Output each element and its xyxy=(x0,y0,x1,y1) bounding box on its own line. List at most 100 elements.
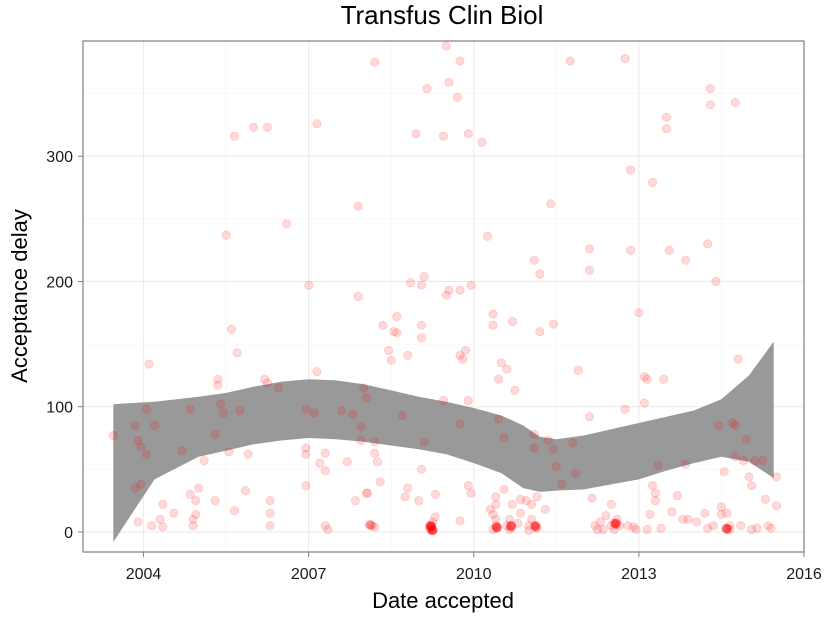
data-point xyxy=(235,405,245,416)
data-point xyxy=(259,374,270,384)
data-point xyxy=(210,495,220,506)
data-point xyxy=(425,520,435,531)
y-tick-label: 300 xyxy=(46,149,73,166)
data-point xyxy=(733,354,743,364)
data-point xyxy=(353,201,363,211)
y-tick-label: 100 xyxy=(46,400,73,417)
data-point xyxy=(628,522,639,532)
data-point xyxy=(557,479,567,489)
data-point xyxy=(727,418,738,428)
data-point xyxy=(614,521,625,531)
panel-border xyxy=(82,40,805,553)
data-point xyxy=(188,514,198,525)
data-point xyxy=(309,408,319,418)
data-point xyxy=(426,521,436,531)
x-tick-label: 2004 xyxy=(126,566,162,583)
data-point xyxy=(491,521,501,531)
data-point xyxy=(499,484,509,494)
data-point xyxy=(524,526,534,536)
data-point xyxy=(719,467,729,477)
data-point xyxy=(609,524,619,535)
data-point xyxy=(428,524,438,534)
data-point xyxy=(438,395,449,406)
data-point xyxy=(721,523,732,533)
data-point xyxy=(763,521,773,531)
data-point xyxy=(185,404,195,414)
data-point xyxy=(659,374,669,384)
y-tick-label: 0 xyxy=(64,525,73,542)
x-axis: 2004 2007 2010 2013 2016 xyxy=(126,552,822,583)
data-point xyxy=(426,521,436,531)
data-point xyxy=(353,291,363,302)
data-point xyxy=(730,97,740,108)
data-point xyxy=(366,520,376,530)
data-point xyxy=(551,462,561,472)
data-point xyxy=(273,383,283,393)
data-point xyxy=(342,457,352,467)
data-point xyxy=(714,420,724,431)
x-tick-label: 2016 xyxy=(786,566,822,583)
data-point xyxy=(281,219,292,229)
data-point xyxy=(493,374,504,384)
data-point xyxy=(507,521,517,531)
data-point xyxy=(747,480,757,491)
data-point xyxy=(133,435,143,446)
data-point xyxy=(681,255,691,265)
data-point xyxy=(389,326,399,337)
data-point xyxy=(441,290,451,300)
data-point xyxy=(320,521,330,531)
data-point xyxy=(452,92,462,103)
data-point xyxy=(741,434,751,444)
data-point xyxy=(610,518,620,528)
data-point xyxy=(463,395,473,406)
data-point xyxy=(650,488,661,498)
data-point xyxy=(505,522,516,532)
data-point xyxy=(144,359,154,369)
data-point xyxy=(584,244,595,254)
data-point xyxy=(502,364,512,374)
data-point xyxy=(507,499,517,509)
data-point xyxy=(365,521,375,531)
data-point xyxy=(416,320,427,330)
data-point xyxy=(348,409,358,419)
data-point xyxy=(531,521,541,531)
confidence-band xyxy=(113,341,774,542)
data-point xyxy=(705,100,716,110)
data-point xyxy=(427,526,437,536)
data-point xyxy=(752,523,762,533)
data-point xyxy=(700,508,710,518)
data-point xyxy=(141,404,151,414)
data-point xyxy=(524,521,534,531)
data-point xyxy=(573,365,583,375)
data-point xyxy=(590,521,600,531)
data-point xyxy=(414,495,424,506)
data-point xyxy=(531,520,541,531)
data-point xyxy=(426,520,436,531)
data-point xyxy=(529,429,539,439)
data-point xyxy=(499,433,509,443)
data-point xyxy=(595,517,606,527)
data-point xyxy=(488,320,498,330)
data-point xyxy=(430,489,440,499)
data-point xyxy=(730,452,740,462)
data-point xyxy=(749,455,760,466)
data-point xyxy=(455,419,465,429)
data-point xyxy=(623,521,633,531)
data-point xyxy=(722,524,733,535)
data-point xyxy=(416,464,427,474)
data-point xyxy=(438,131,449,141)
data-point xyxy=(521,495,531,506)
data-point xyxy=(213,374,223,384)
data-point xyxy=(661,112,672,123)
data-point xyxy=(430,512,440,522)
data-point xyxy=(221,230,231,240)
x-tick-label: 2010 xyxy=(456,566,492,583)
data-point xyxy=(744,472,754,482)
data-point xyxy=(136,442,146,452)
data-point xyxy=(716,509,727,520)
data-point xyxy=(488,509,498,520)
data-point xyxy=(141,449,151,459)
data-point xyxy=(378,320,388,330)
data-point xyxy=(312,119,322,129)
